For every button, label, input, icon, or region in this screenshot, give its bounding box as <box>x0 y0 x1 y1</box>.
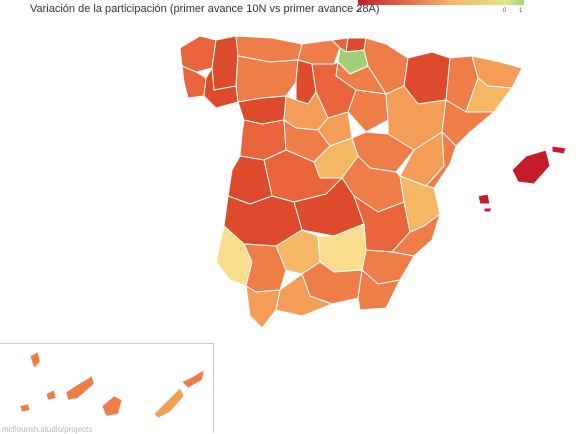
province-leon[interactable] <box>235 55 299 103</box>
island-la-gomera[interactable] <box>45 389 57 401</box>
province-lugo[interactable] <box>211 35 239 91</box>
province-illes-balears-menorca[interactable] <box>551 145 567 155</box>
island-el-hierro[interactable] <box>19 403 31 413</box>
province-a-coruna[interactable] <box>179 35 217 73</box>
credit-footer[interactable]: mcflourish.studio/projects <box>2 425 93 434</box>
canary-islands-inset-frame <box>0 343 214 433</box>
province-soria[interactable] <box>347 89 389 133</box>
province-illes-balears-ibiza[interactable] <box>477 193 491 205</box>
legend-tick-zero: 0 <box>503 8 507 14</box>
province-cantabria[interactable] <box>297 39 341 65</box>
island-lanzarote[interactable] <box>181 369 205 389</box>
province-illes-balears-formentera[interactable] <box>483 207 493 213</box>
island-gran-canaria[interactable] <box>101 395 123 417</box>
island-la-palma[interactable] <box>29 351 41 369</box>
province-almeria[interactable] <box>357 269 401 311</box>
legend-tick-min: -8 <box>356 8 362 14</box>
legend-gradient-bar <box>358 0 524 5</box>
color-legend: -8 0 1 <box>356 0 524 20</box>
map-title: Variación de la participación (primer av… <box>30 3 380 15</box>
province-barcelona[interactable] <box>465 77 513 113</box>
province-illes-balears-mallorca[interactable] <box>511 149 551 185</box>
island-fuerteventura[interactable] <box>153 387 185 419</box>
island-tenerife[interactable] <box>65 375 95 401</box>
province-cadiz[interactable] <box>245 285 281 329</box>
legend-tick-max: 1 <box>519 8 523 14</box>
